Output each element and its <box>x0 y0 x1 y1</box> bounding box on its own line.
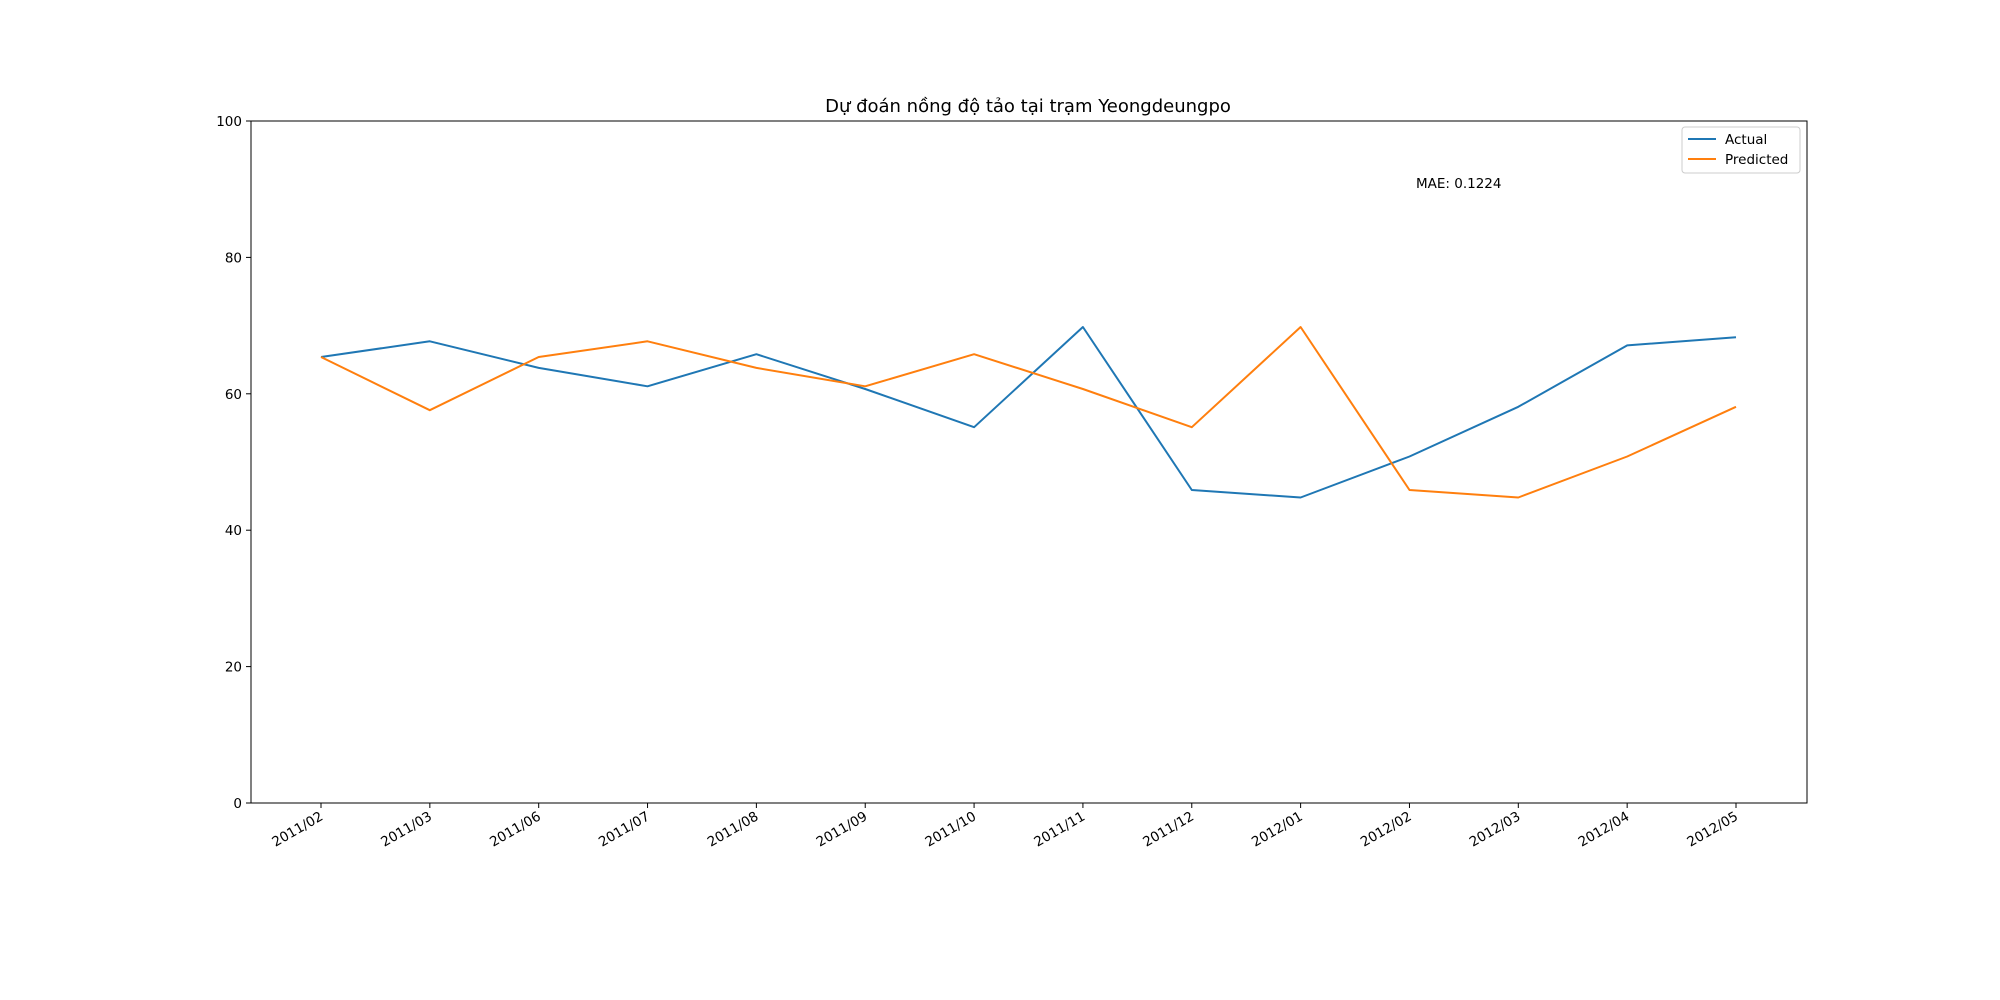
y-tick-label: 100 <box>216 114 242 130</box>
y-tick-label: 20 <box>225 660 242 676</box>
mae-annotation: MAE: 0.1224 <box>1416 176 1502 192</box>
legend-label: Predicted <box>1725 152 1788 168</box>
plot-area <box>320 326 1737 499</box>
y-axis: 0 20 40 60 80 100 <box>216 114 251 812</box>
y-tick-label: 40 <box>225 523 242 539</box>
chart-title: Dự đoán nồng độ tảo tại trạm Yeongdeungp… <box>825 96 1231 117</box>
legend-label: Actual <box>1725 132 1767 148</box>
axes-frame <box>250 120 1808 804</box>
y-tick-label: 80 <box>225 250 242 266</box>
y-tick-label: 0 <box>233 796 242 812</box>
y-tick-label: 60 <box>225 387 242 403</box>
series-line-predicted <box>320 326 1737 499</box>
legend: Actual Predicted <box>1681 126 1801 174</box>
series-line-actual <box>320 326 1737 499</box>
